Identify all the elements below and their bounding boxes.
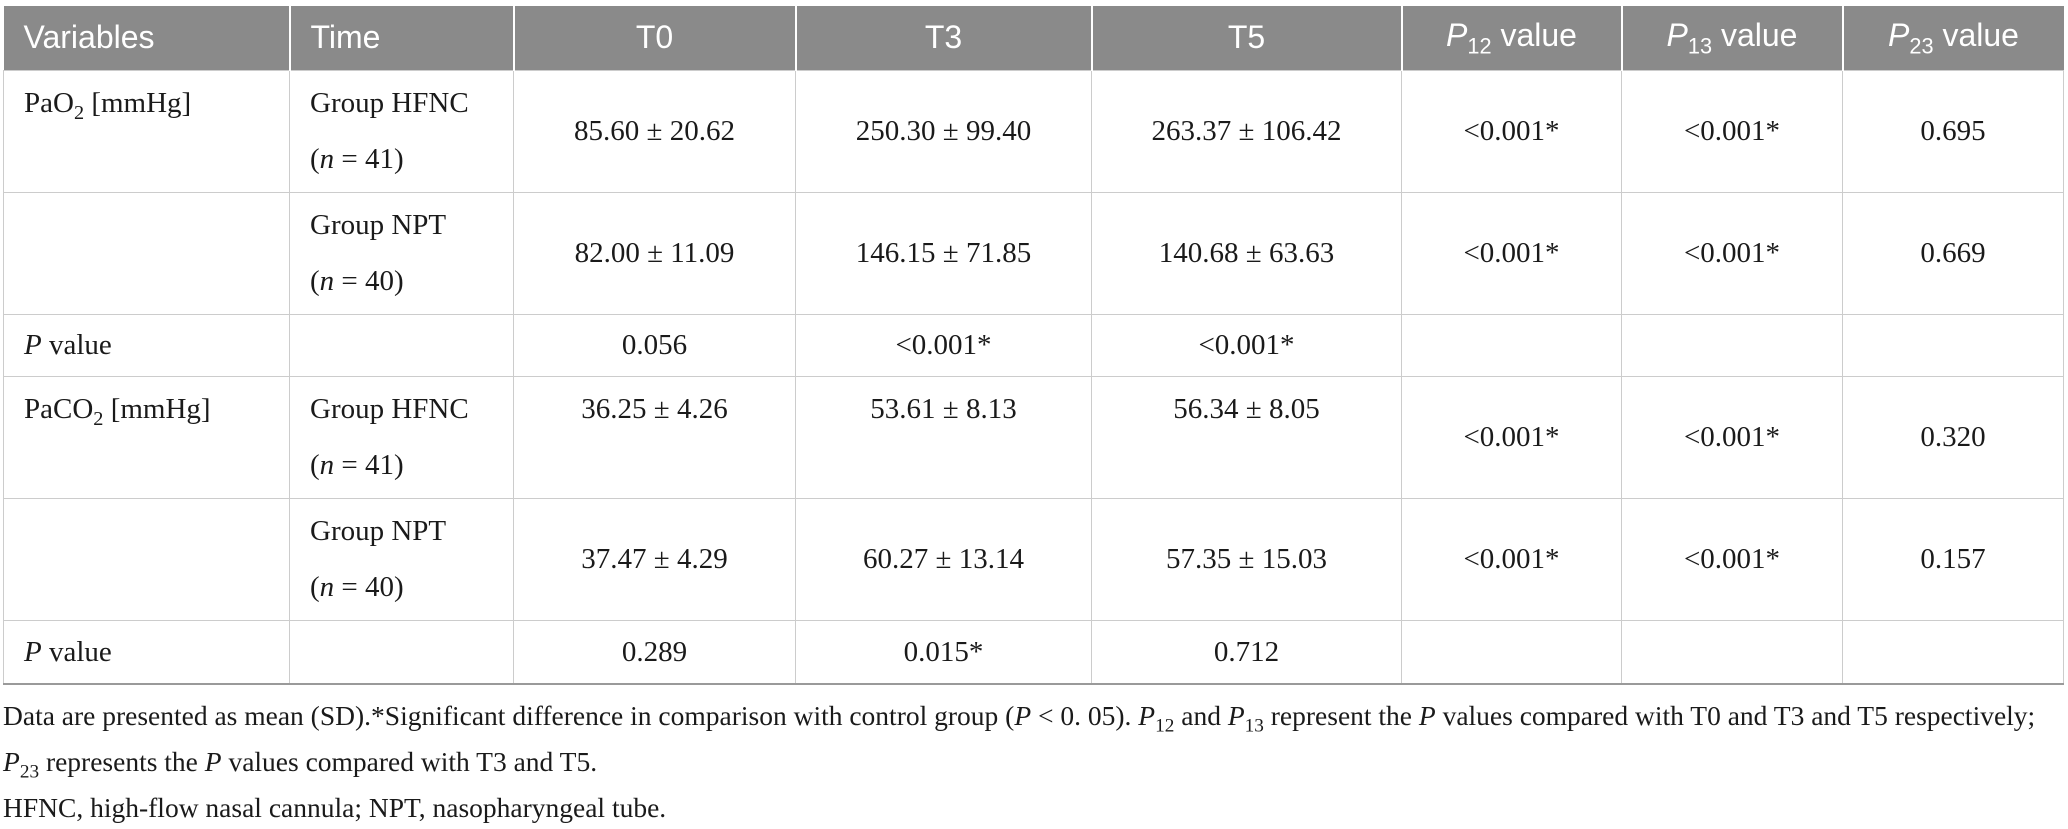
cell-t3: 146.15 ± 71.85 bbox=[795, 191, 1092, 315]
cell-p12: <0.001* bbox=[1401, 69, 1622, 193]
cell-t5: 140.68 ± 63.63 bbox=[1091, 191, 1402, 315]
cell-t5: 57.35 ± 15.03 bbox=[1091, 497, 1402, 621]
cell-time-group bbox=[289, 619, 514, 686]
cell-p23 bbox=[1842, 313, 2064, 377]
table-row: P value 0.289 0.015* 0.712 bbox=[3, 619, 2064, 686]
group-name: Group HFNC bbox=[310, 392, 469, 425]
cell-t3: 0.015* bbox=[795, 619, 1092, 686]
col-header-time: Time bbox=[289, 6, 515, 70]
cell-t3: 53.61 ± 8.13 bbox=[795, 375, 1092, 499]
cell-p12: <0.001* bbox=[1401, 497, 1622, 621]
cell-p12 bbox=[1401, 313, 1622, 377]
cell-p23: 0.695 bbox=[1842, 69, 2064, 193]
col-header-t5: T5 bbox=[1091, 6, 1403, 70]
cell-p12 bbox=[1401, 619, 1622, 686]
cell-variable: PaCO2 [mmHg] bbox=[3, 375, 290, 499]
cell-p13: <0.001* bbox=[1621, 375, 1843, 499]
cell-t3: <0.001* bbox=[795, 313, 1092, 377]
cell-p23 bbox=[1842, 619, 2064, 686]
table-row: Group NPT (n = 40) 37.47 ± 4.29 60.27 ± … bbox=[3, 497, 2064, 621]
cell-p13 bbox=[1621, 619, 1843, 686]
cell-t0: 0.289 bbox=[513, 619, 796, 686]
cell-time-group: Group NPT (n = 40) bbox=[289, 497, 514, 621]
cell-t0: 85.60 ± 20.62 bbox=[513, 69, 796, 193]
table-row: Group NPT (n = 40) 82.00 ± 11.09 146.15 … bbox=[3, 191, 2064, 315]
cell-p13 bbox=[1621, 313, 1843, 377]
header-row: Variables Time T0 T3 T5 P12 value P13 va… bbox=[3, 6, 2064, 70]
col-header-t3: T3 bbox=[795, 6, 1093, 70]
cell-t5: <0.001* bbox=[1091, 313, 1402, 377]
cell-t3: 60.27 ± 13.14 bbox=[795, 497, 1092, 621]
cell-t5: 263.37 ± 106.42 bbox=[1091, 69, 1402, 193]
cell-p23: 0.320 bbox=[1842, 375, 2064, 499]
cell-variable: PaO2 [mmHg] bbox=[3, 69, 290, 193]
group-n: (n = 41) bbox=[310, 449, 404, 482]
group-name: Group NPT bbox=[310, 514, 447, 547]
group-n: (n = 40) bbox=[310, 571, 404, 604]
group-name: Group NPT bbox=[310, 208, 447, 241]
table-row: PaO2 [mmHg] Group HFNC (n = 41) 85.60 ± … bbox=[3, 69, 2064, 193]
table-row: PaCO2 [mmHg] Group HFNC (n = 41) 36.25 ±… bbox=[3, 375, 2064, 499]
footnote-significance: Data are presented as mean (SD).*Signifi… bbox=[3, 700, 2036, 783]
cell-t3: 250.30 ± 99.40 bbox=[795, 69, 1092, 193]
cell-t5: 0.712 bbox=[1091, 619, 1402, 686]
table-footnotes: Data are presented as mean (SD).*Signifi… bbox=[3, 695, 2063, 828]
cell-time-group: Group HFNC (n = 41) bbox=[289, 375, 514, 499]
cell-t0: 37.47 ± 4.29 bbox=[513, 497, 796, 621]
cell-p13: <0.001* bbox=[1621, 191, 1843, 315]
cell-p23: 0.669 bbox=[1842, 191, 2064, 315]
cell-variable bbox=[3, 191, 290, 315]
cell-variable bbox=[3, 497, 290, 621]
cell-t0: 82.00 ± 11.09 bbox=[513, 191, 796, 315]
group-name: Group HFNC bbox=[310, 86, 469, 119]
col-header-p13-value: P13 value bbox=[1621, 6, 1844, 70]
cell-t5: 56.34 ± 8.05 bbox=[1091, 375, 1402, 499]
cell-t0: 0.056 bbox=[513, 313, 796, 377]
cell-p13: <0.001* bbox=[1621, 69, 1843, 193]
col-header-t0: T0 bbox=[513, 6, 797, 70]
results-table: Variables Time T0 T3 T5 P12 value P13 va… bbox=[3, 6, 2064, 686]
group-n: (n = 41) bbox=[310, 143, 404, 176]
col-header-p12-value: P12 value bbox=[1401, 6, 1623, 70]
table-header: Variables Time T0 T3 T5 P12 value P13 va… bbox=[3, 6, 2064, 70]
col-header-variables: Variables bbox=[3, 6, 291, 70]
group-n: (n = 40) bbox=[310, 265, 404, 298]
cell-variable: P value bbox=[3, 619, 290, 686]
footnote-abbreviations: HFNC, high-flow nasal cannula; NPT, naso… bbox=[3, 791, 667, 823]
table-row: P value 0.056 <0.001* <0.001* bbox=[3, 313, 2064, 377]
cell-time-group: Group NPT (n = 40) bbox=[289, 191, 514, 315]
cell-p12: <0.001* bbox=[1401, 191, 1622, 315]
cell-variable: P value bbox=[3, 313, 290, 377]
cell-p23: 0.157 bbox=[1842, 497, 2064, 621]
cell-time-group: Group HFNC (n = 41) bbox=[289, 69, 514, 193]
cell-t0: 36.25 ± 4.26 bbox=[513, 375, 796, 499]
cell-p12: <0.001* bbox=[1401, 375, 1622, 499]
cell-time-group bbox=[289, 313, 514, 377]
cell-p13: <0.001* bbox=[1621, 497, 1843, 621]
col-header-p23-value: P23 value bbox=[1842, 6, 2064, 70]
